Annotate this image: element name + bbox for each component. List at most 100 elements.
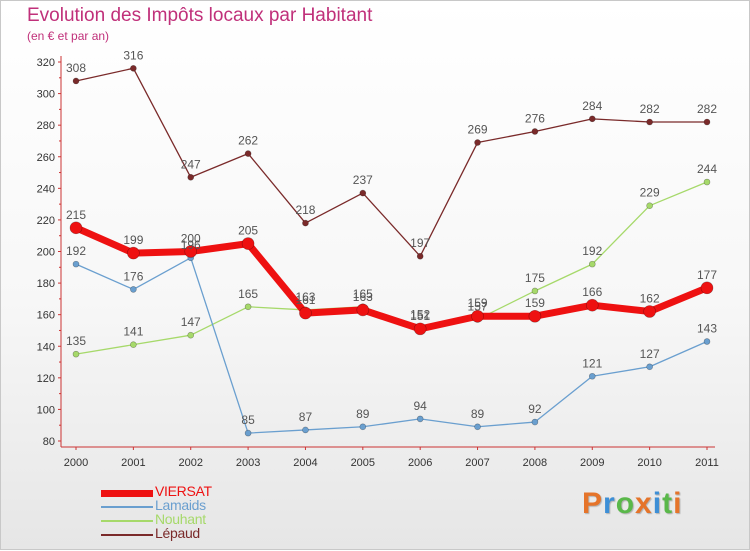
data-point-viersat xyxy=(528,309,542,323)
data-label-l-paud: 308 xyxy=(66,61,86,75)
data-point-l-paud xyxy=(588,115,596,123)
data-label-viersat: 161 xyxy=(295,293,315,307)
data-point-viersat xyxy=(643,305,656,318)
logo-letter: x xyxy=(635,487,653,520)
x-tick-label: 2009 xyxy=(580,457,604,469)
x-tick-label: 2010 xyxy=(637,457,661,469)
data-label-nouhant: 141 xyxy=(123,325,143,339)
data-label-lamaids: 94 xyxy=(414,399,428,413)
y-tick-label: 280 xyxy=(37,120,55,132)
data-label-l-paud: 284 xyxy=(582,99,602,113)
data-label-l-paud: 237 xyxy=(353,173,373,187)
data-point-lamaids xyxy=(302,426,309,434)
data-point-viersat xyxy=(471,309,484,323)
x-tick-label: 2001 xyxy=(121,457,145,469)
data-point-viersat xyxy=(413,322,427,336)
data-point-nouhant xyxy=(72,350,80,358)
y-tick-label: 260 xyxy=(37,152,55,164)
data-point-viersat xyxy=(184,245,198,258)
data-label-nouhant: 157 xyxy=(468,299,488,313)
data-label-l-paud: 269 xyxy=(468,123,488,137)
data-label-nouhant: 147 xyxy=(181,315,201,329)
data-point-l-paud xyxy=(416,252,424,260)
data-label-viersat: 177 xyxy=(697,268,717,282)
x-tick-label: 2003 xyxy=(236,457,260,469)
data-point-lamaids xyxy=(531,418,539,426)
legend-item-viersat: VIERSAT xyxy=(101,483,321,499)
legend-swatch-lamaids xyxy=(101,506,153,508)
data-point-lamaids xyxy=(703,338,711,345)
data-point-l-paud xyxy=(474,139,481,146)
data-point-l-paud xyxy=(72,77,80,85)
series-line-nouhant xyxy=(75,181,708,355)
data-label-viersat: 159 xyxy=(468,296,488,310)
y-tick-label: 200 xyxy=(37,247,55,259)
data-label-lamaids: 89 xyxy=(356,407,370,421)
legend-label-lamaids: Lamaids xyxy=(155,497,206,513)
data-label-lamaids: 92 xyxy=(528,402,542,416)
data-label-viersat: 163 xyxy=(353,290,373,304)
series-line-l-paud xyxy=(75,67,708,257)
y-tick-label: 140 xyxy=(37,341,55,353)
data-point-nouhant xyxy=(531,287,539,295)
data-label-lamaids: 176 xyxy=(123,269,143,283)
data-point-lamaids xyxy=(359,423,367,431)
data-label-l-paud: 218 xyxy=(295,203,315,217)
data-label-nouhant: 165 xyxy=(353,287,373,301)
data-point-lamaids xyxy=(416,415,424,423)
y-tick-label: 180 xyxy=(37,278,55,290)
series-line-lamaids xyxy=(75,257,708,434)
data-point-lamaids xyxy=(72,260,80,268)
data-point-viersat xyxy=(700,281,714,295)
data-point-lamaids xyxy=(646,363,653,371)
x-tick-label: 2000 xyxy=(64,457,88,469)
y-tick-label: 80 xyxy=(43,436,55,448)
data-label-viersat: 162 xyxy=(640,292,660,306)
logo-letter: i xyxy=(652,487,663,520)
y-tick-label: 320 xyxy=(37,57,55,69)
logo-letter: i xyxy=(673,487,683,520)
y-tick-label: 240 xyxy=(37,183,55,195)
x-tick-label: 2004 xyxy=(293,457,317,469)
data-point-viersat xyxy=(356,303,370,317)
data-label-lamaids: 121 xyxy=(582,356,602,370)
data-point-viersat xyxy=(299,306,312,320)
data-label-l-paud: 316 xyxy=(123,48,143,62)
data-point-nouhant xyxy=(187,331,195,339)
data-point-l-paud xyxy=(646,118,653,126)
data-label-nouhant: 244 xyxy=(697,162,717,176)
data-label-l-paud: 282 xyxy=(640,102,660,116)
legend-item-lamaids: Lamaids xyxy=(101,497,321,513)
data-point-l-paud xyxy=(531,128,539,135)
data-point-l-paud xyxy=(359,189,367,197)
x-tick-label: 2008 xyxy=(523,457,547,469)
y-tick-label: 120 xyxy=(37,373,55,385)
legend-swatch-nouhant xyxy=(101,520,153,522)
data-label-viersat: 215 xyxy=(66,208,86,222)
legend-label-l-paud: Lépaud xyxy=(155,525,200,541)
y-tick-label: 220 xyxy=(37,215,55,227)
logo-letter: P xyxy=(582,487,604,520)
data-label-lamaids: 85 xyxy=(241,413,255,427)
data-point-l-paud xyxy=(703,118,711,126)
x-tick-label: 2006 xyxy=(408,457,432,469)
y-tick-label: 300 xyxy=(37,89,55,101)
x-tick-label: 2005 xyxy=(351,457,375,469)
legend-item-nouhant: Nouhant xyxy=(101,511,321,527)
y-tick-label: 100 xyxy=(37,404,55,416)
data-label-l-paud: 282 xyxy=(697,102,717,116)
data-point-viersat xyxy=(585,298,599,312)
data-point-viersat xyxy=(127,246,140,260)
data-label-nouhant: 135 xyxy=(66,334,86,348)
data-label-viersat: 200 xyxy=(181,232,201,246)
data-point-viersat xyxy=(69,221,83,235)
data-point-l-paud xyxy=(244,150,252,157)
data-label-viersat: 205 xyxy=(238,224,258,238)
data-label-nouhant: 175 xyxy=(525,271,545,285)
legend-label-nouhant: Nouhant xyxy=(155,511,206,527)
data-label-viersat: 166 xyxy=(582,285,602,299)
chart-legend: VIERSAT Lamaids Nouhant Lépaud xyxy=(101,483,321,541)
data-point-lamaids xyxy=(130,286,137,293)
data-label-lamaids: 127 xyxy=(640,347,660,361)
data-point-viersat xyxy=(241,237,255,250)
